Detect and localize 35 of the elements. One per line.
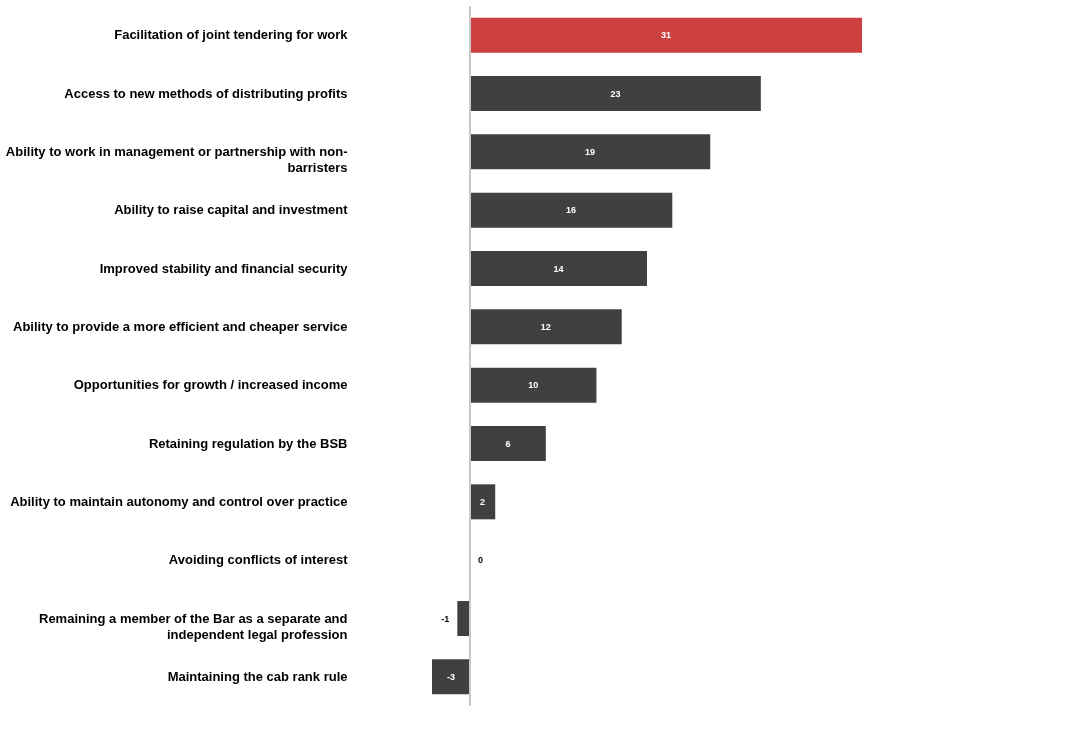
y-tick-label: Retaining regulation by the BSB <box>148 435 348 451</box>
y-tick-label: Ability to maintain autonomy and control over practice <box>10 493 348 509</box>
y-tick-label: Improved stability and financial security <box>99 260 349 276</box>
bar <box>469 367 597 403</box>
y-tick-label: Facilitation of joint tendering for work <box>114 27 349 43</box>
data-label: 10 <box>528 380 539 391</box>
bar <box>469 251 647 286</box>
bar <box>469 484 496 520</box>
data-label: 14 <box>553 263 564 274</box>
data-label: 23 <box>610 88 621 99</box>
y-tick-label: Remaining a member of the Bar as a separate and independent legal profession <box>39 610 348 642</box>
data-label: 6 <box>505 438 511 449</box>
y-tick-label: Avoiding conflicts of interest <box>168 552 349 568</box>
y-tick-label: Access to new methods of distributing profits <box>64 85 348 101</box>
bar <box>469 76 761 111</box>
bar <box>469 134 711 170</box>
data-label: 19 <box>585 146 596 157</box>
data-label: 0 <box>477 555 483 566</box>
y-tick-label: Ability to raise capital and investment <box>114 202 349 218</box>
data-label: -3 <box>446 671 455 682</box>
data-label: 2 <box>480 496 486 507</box>
bar <box>469 192 673 228</box>
bar <box>469 426 546 461</box>
y-tick-label: Opportunities for growth / increased income <box>73 377 348 393</box>
bar <box>432 659 470 695</box>
y-tick-label: Ability to work in management or partnership with non-barristers <box>5 143 348 175</box>
data-label: 12 <box>540 321 551 332</box>
data-label: -1 <box>441 613 450 624</box>
bar <box>457 601 470 636</box>
y-tick-label: Ability to provide a more efficient and cheaper service <box>13 318 348 334</box>
data-label: 31 <box>660 30 671 41</box>
bar <box>469 309 622 345</box>
y-tick-label: Maintaining the cab rank rule <box>167 668 348 684</box>
data-label: 16 <box>566 205 577 216</box>
bar <box>469 17 862 53</box>
